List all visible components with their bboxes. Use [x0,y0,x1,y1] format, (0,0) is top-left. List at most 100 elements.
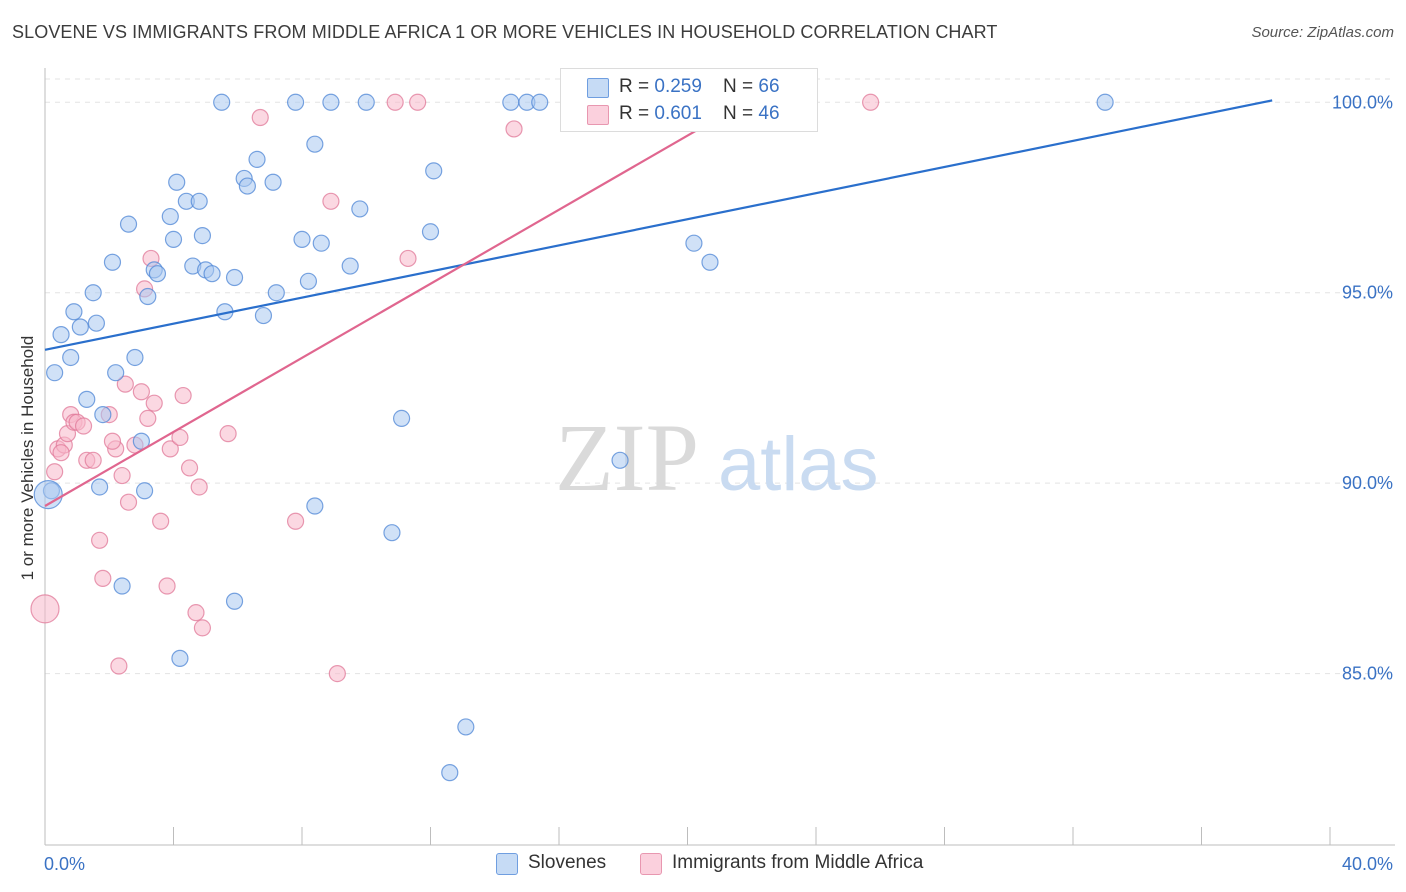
legend-label: Slovenes [528,852,607,873]
data-point [187,604,205,622]
data-point [238,177,256,195]
axes [44,68,1395,846]
data-point [74,417,93,435]
data-point [110,657,128,675]
legend-label: Immigrants from Middle Africa [672,852,924,873]
data-point [171,649,189,667]
series-legend: Slovenes Immigrants from Middle Africa [0,851,1406,877]
x-tick-label: 40.0% [1342,854,1393,874]
data-point [46,364,64,382]
legend-swatch-blue [496,853,518,875]
data-point [203,265,221,283]
chart-title: SLOVENE VS IMMIGRANTS FROM MIDDLE AFRICA… [12,22,998,42]
data-point [225,268,244,287]
grid [45,78,1395,675]
data-point [441,764,459,782]
data-point [30,594,60,624]
data-point [103,253,122,271]
data-point [71,318,89,336]
data-point [145,394,163,412]
data-point [52,326,70,344]
data-point [322,192,340,210]
data-point [139,287,157,306]
data-point [139,409,157,428]
series-immigrants-points [30,93,880,683]
data-point [161,207,179,226]
watermark: ZIP atlas [555,404,879,511]
data-point [386,93,404,111]
legend-swatch-pink [587,105,609,125]
legend-swatch-pink [640,853,662,875]
data-point [119,215,138,233]
series-slovenes-points [33,93,1114,782]
data-point [113,466,131,485]
data-point [113,577,131,595]
data-point [383,524,401,542]
data-point [213,93,231,111]
data-point [328,665,346,683]
data-point [158,577,176,595]
data-point [421,223,440,241]
legend-text: R = 0.259 N = 66 [619,76,780,97]
data-point [701,253,719,271]
y-tick-label: 95.0% [1342,283,1393,303]
data-point [351,200,369,218]
data-point [94,406,112,424]
data-point [267,284,285,302]
data-point [611,451,629,469]
data-point [312,234,330,252]
x-tick-label: 0.0% [44,854,85,874]
y-tick-label: 85.0% [1342,664,1393,684]
y-tick-label: 90.0% [1342,473,1393,493]
data-point [135,482,154,500]
y-axis-title: 1 or more Vehicles in Household [18,335,37,581]
x-tick-labels: 0.0% 40.0% [44,854,1393,874]
data-point [357,93,375,111]
data-point [225,592,244,610]
y-tick-labels: 100.0% 95.0% 90.0% 85.0% [1332,92,1393,683]
data-point [505,120,523,138]
data-point [164,230,183,248]
data-point [193,619,212,637]
data-point [685,234,703,252]
data-point [1096,93,1114,111]
data-point [91,478,109,496]
data-point [293,230,311,248]
trend-line [44,99,1273,351]
y-tick-label: 100.0% [1332,92,1393,112]
trend-line [44,101,746,507]
data-point [65,303,83,321]
data-point [107,364,125,382]
trend-lines [44,99,1273,507]
data-point [502,93,520,111]
data-point [52,444,70,462]
data-point [78,390,96,408]
data-point [286,93,305,111]
data-point [126,348,144,367]
data-point [392,409,411,428]
data-point [94,569,112,587]
data-point [84,284,102,302]
data-point [190,192,208,210]
data-point [425,162,443,180]
data-point [161,440,179,458]
data-point [116,375,134,393]
data-point [103,432,122,450]
watermark-atlas: atlas [718,422,879,507]
data-point [91,531,109,549]
data-point [193,226,212,245]
data-point [254,306,273,325]
data-point [132,383,150,401]
data-point [299,272,318,290]
data-point [248,150,266,169]
data-point [264,173,282,191]
data-point [341,257,359,275]
data-point [219,425,237,443]
legend-swatch-blue [587,78,609,98]
data-point [409,93,427,111]
data-point [306,135,324,153]
stats-legend: R = 0.259 N = 66 R = 0.601 N = 46 [560,68,818,132]
data-point [46,463,64,481]
data-point [457,718,475,736]
